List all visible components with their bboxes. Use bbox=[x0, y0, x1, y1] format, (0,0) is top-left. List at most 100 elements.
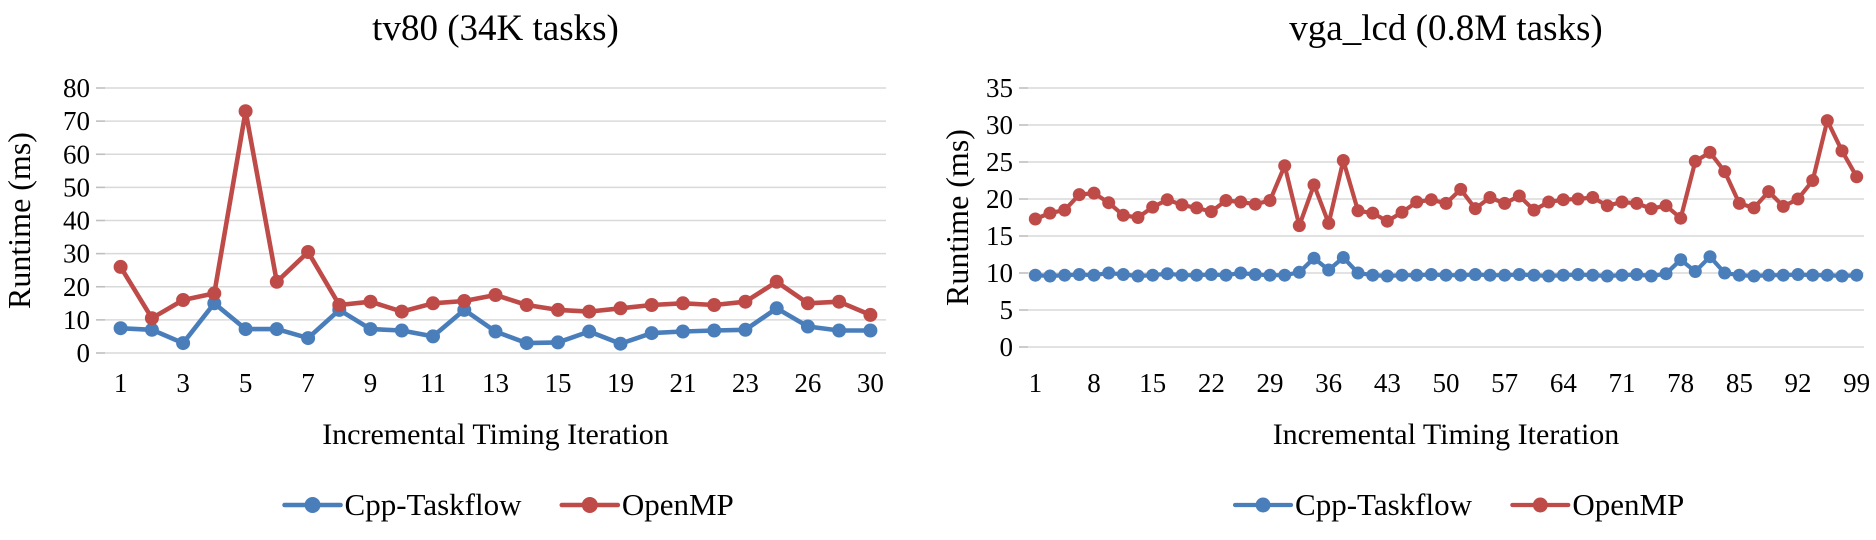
cpp-taskflow-data-point bbox=[1674, 253, 1688, 267]
cpp-taskflow-data-point bbox=[738, 322, 753, 337]
openmp-data-point bbox=[1630, 196, 1644, 210]
openmp-data-point bbox=[1483, 191, 1497, 204]
cpp-taskflow-markers bbox=[113, 296, 878, 351]
cpp-taskflow-data-point bbox=[1512, 268, 1526, 281]
cpp-taskflow-data-point bbox=[551, 335, 565, 350]
cpp-taskflow-data-point bbox=[1366, 268, 1380, 282]
cpp-taskflow-data-point bbox=[238, 322, 253, 337]
openmp-data-point bbox=[1556, 193, 1570, 207]
y-axis-title: Runtime (ms) bbox=[939, 129, 975, 306]
x-axis-tick-label: 23 bbox=[732, 368, 759, 398]
x-axis-tick-label: 78 bbox=[1667, 368, 1694, 398]
openmp-data-point bbox=[1850, 170, 1864, 184]
openmp-data-point bbox=[238, 104, 253, 119]
openmp-data-point bbox=[426, 296, 440, 311]
openmp-data-point bbox=[582, 304, 597, 319]
x-axis-tick-label: 71 bbox=[1609, 368, 1636, 398]
openmp-data-point bbox=[644, 298, 659, 312]
y-axis-tick-label: 0 bbox=[77, 338, 91, 368]
openmp-data-point bbox=[1072, 188, 1086, 202]
y-axis-tick-label: 60 bbox=[63, 139, 90, 169]
openmp-data-point bbox=[1146, 200, 1160, 214]
openmp-data-point bbox=[1791, 192, 1805, 206]
cpp-taskflow-data-point bbox=[863, 323, 878, 338]
cpp-taskflow-data-point bbox=[1776, 268, 1790, 282]
openmp-data-point bbox=[1175, 198, 1189, 212]
openmp-data-point bbox=[1835, 144, 1849, 158]
openmp-data-point bbox=[1439, 196, 1453, 210]
cpp-taskflow-data-point bbox=[707, 323, 722, 338]
x-axis-tick-label: 36 bbox=[1315, 368, 1342, 398]
y-axis-tick-label: 40 bbox=[63, 206, 90, 236]
x-axis-tick-label: 15 bbox=[544, 368, 571, 398]
openmp-data-point bbox=[1263, 194, 1277, 207]
cpp-taskflow-data-point bbox=[363, 322, 378, 337]
cpp-taskflow-data-point bbox=[1395, 268, 1409, 282]
cpp-taskflow-data-point bbox=[1835, 269, 1849, 283]
cpp-taskflow-data-point bbox=[1556, 268, 1570, 282]
cpp-taskflow-data-point bbox=[1204, 268, 1218, 281]
openmp-data-point bbox=[1615, 195, 1629, 209]
legend-label-openmp: OpenMP bbox=[1572, 487, 1684, 522]
y-axis-tick-label: 10 bbox=[63, 305, 90, 335]
legend-label-cpp-taskflow: Cpp-Taskflow bbox=[1295, 487, 1473, 522]
x-axis-tick-label: 30 bbox=[857, 368, 884, 398]
y-axis-tick-label: 25 bbox=[986, 147, 1013, 177]
openmp-data-point bbox=[1248, 197, 1262, 211]
cpp-taskflow-data-point bbox=[1322, 263, 1336, 277]
cpp-taskflow-data-point bbox=[800, 319, 815, 334]
cpp-taskflow-data-point bbox=[144, 322, 159, 337]
openmp-data-point bbox=[832, 294, 847, 309]
cpp-taskflow-data-point bbox=[1498, 268, 1512, 282]
cpp-taskflow-data-point bbox=[1307, 251, 1321, 265]
openmp-data-point bbox=[1424, 193, 1438, 207]
cpp-taskflow-data-point bbox=[1175, 268, 1189, 282]
openmp-data-point bbox=[1322, 216, 1336, 230]
cpp-taskflow-data-point bbox=[1439, 268, 1453, 282]
tv80-chart-canvas: tv80 (34K tasks)01020304050607080Runtime… bbox=[1, 8, 886, 522]
openmp-data-point bbox=[1131, 211, 1145, 224]
x-axis-tick-label: 85 bbox=[1726, 368, 1753, 398]
y-axis-tick-label: 20 bbox=[986, 184, 1013, 214]
y-axis-tick-label: 5 bbox=[1000, 295, 1014, 325]
cpp-taskflow-data-point bbox=[1747, 269, 1761, 283]
openmp-data-point bbox=[269, 274, 284, 289]
cpp-taskflow-data-point bbox=[1043, 269, 1057, 283]
cpp-taskflow-data-point bbox=[1278, 268, 1292, 282]
chart-tv80: tv80 (34K tasks) 0 10 20 30 40 50 60 70 80 Runtime… bbox=[1, 8, 886, 522]
x-axis-title: Incremental Timing Iteration bbox=[1273, 418, 1620, 451]
cpp-taskflow-data-point bbox=[1454, 268, 1468, 282]
cpp-taskflow-data-point bbox=[1072, 268, 1086, 281]
cpp-taskflow-data-point bbox=[1527, 268, 1541, 282]
y-axis-tick-label: 15 bbox=[986, 221, 1013, 251]
legend-label-openmp: OpenMP bbox=[622, 487, 734, 522]
cpp-taskflow-data-point bbox=[1190, 268, 1204, 282]
openmp-data-point bbox=[1087, 186, 1101, 200]
cpp-taskflow-data-point bbox=[1644, 269, 1658, 283]
openmp-data-point bbox=[1380, 214, 1394, 228]
x-axis-title: Incremental Timing Iteration bbox=[322, 418, 669, 451]
openmp-data-point bbox=[1278, 159, 1292, 173]
cpp-taskflow-data-point bbox=[113, 321, 128, 336]
openmp-data-point bbox=[1160, 193, 1174, 207]
legend-marker-openmp bbox=[1532, 497, 1548, 513]
cpp-taskflow-data-point bbox=[1468, 268, 1482, 281]
cpp-taskflow-data-point bbox=[582, 324, 597, 339]
openmp-data-point bbox=[1058, 203, 1072, 217]
openmp-data-point bbox=[1718, 165, 1732, 179]
cpp-taskflow-data-point bbox=[1102, 266, 1116, 280]
openmp-data-point bbox=[1307, 178, 1321, 192]
cpp-taskflow-data-point bbox=[1571, 268, 1585, 281]
openmp-data-point bbox=[738, 294, 753, 309]
cpp-taskflow-data-point bbox=[1732, 268, 1746, 282]
cpp-taskflow-data-point bbox=[675, 324, 690, 339]
x-axis-tick-label: 3 bbox=[176, 368, 190, 398]
cpp-taskflow-data-point bbox=[1336, 251, 1350, 264]
openmp-data-point bbox=[1292, 219, 1306, 233]
openmp-data-point bbox=[301, 245, 316, 259]
openmp-data-point bbox=[1806, 174, 1820, 187]
openmp-data-point bbox=[551, 302, 565, 317]
openmp-markers bbox=[113, 104, 878, 326]
legend-marker-cpp-taskflow bbox=[1255, 497, 1271, 513]
